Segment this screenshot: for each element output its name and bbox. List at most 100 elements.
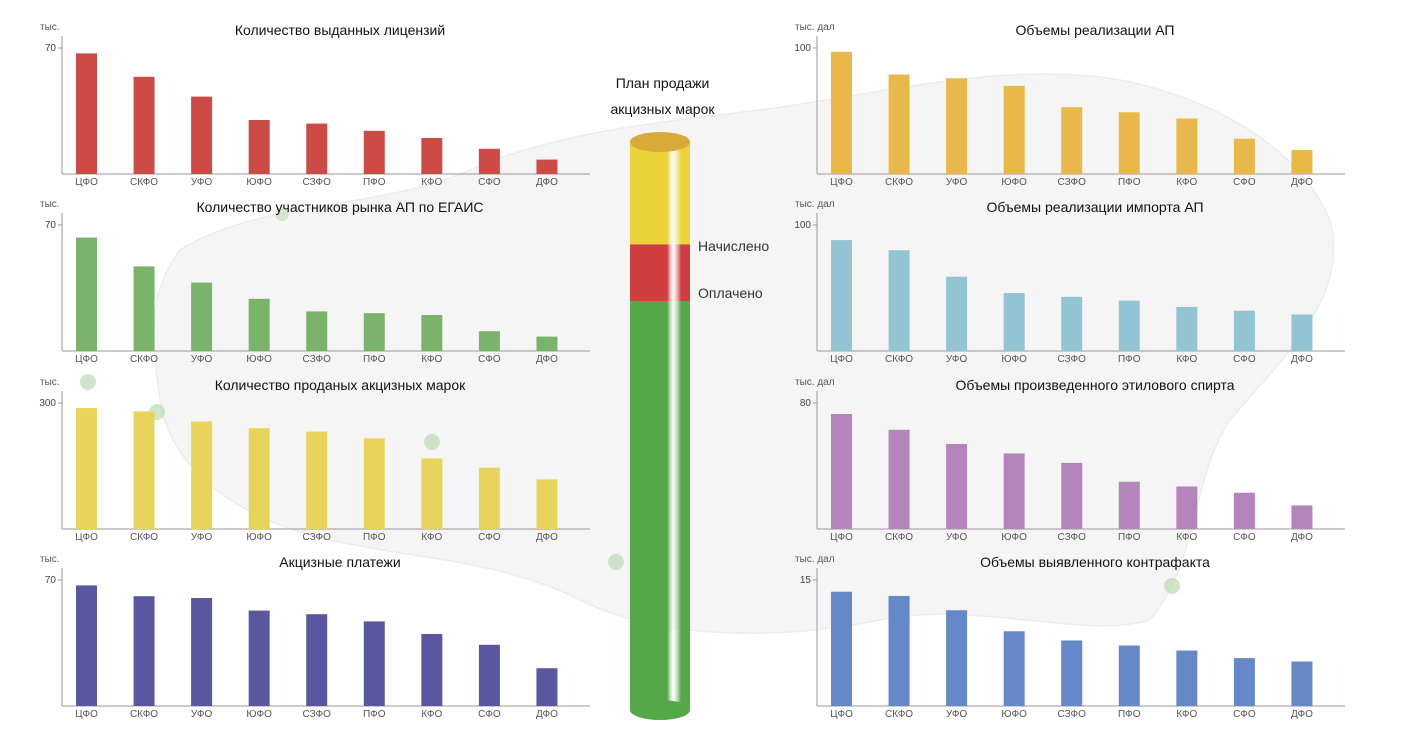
- x-tick-label: СФО: [478, 709, 501, 720]
- x-tick-label: ЦФО: [75, 177, 98, 188]
- cylinder-paid-segment: [630, 301, 690, 710]
- y-tick-label: 70: [45, 220, 57, 231]
- x-tick-label: СФО: [1233, 709, 1256, 720]
- paid-label: Оплачено: [698, 285, 763, 302]
- excise-payments-chart-plot: 70 ЦФО СКФО УФО ЮФО СЗФО ПФО КФО СФО ДФО: [45, 568, 590, 720]
- x-tick-label: УФО: [191, 177, 213, 188]
- x-tick-label: СЗФО: [303, 532, 332, 543]
- cylinder-bottom-cap: [630, 700, 690, 720]
- x-tick-label: ДФО: [1291, 354, 1313, 365]
- x-tick-label: КФО: [1176, 177, 1197, 188]
- bar: [1176, 650, 1198, 706]
- chart-unit: тыс.: [40, 22, 60, 33]
- x-tick-label: ЮФО: [1001, 177, 1027, 188]
- map-marker: [424, 434, 440, 450]
- sales-plan-cylinder: План продажи акцизных марок Начислено Оп…: [590, 70, 790, 730]
- bar: [536, 159, 558, 174]
- x-tick-label: ЮФО: [1001, 532, 1027, 543]
- chart-unit: тыс. дал: [795, 22, 835, 33]
- x-tick-label: ДФО: [536, 709, 558, 720]
- bar: [248, 428, 270, 529]
- x-tick-label: СФО: [478, 354, 501, 365]
- cylinder-top-cap: [630, 132, 690, 152]
- x-tick-label: ПФО: [1118, 532, 1141, 543]
- bar: [888, 595, 910, 706]
- bar: [248, 610, 270, 706]
- bar: [76, 408, 97, 529]
- x-tick-label: ПФО: [1118, 354, 1141, 365]
- x-tick-label: КФО: [1176, 532, 1197, 543]
- licenses-chart-plot: 70 ЦФО СКФО УФО ЮФО СЗФО ПФО КФО СФО ДФО: [45, 36, 590, 188]
- bar: [1118, 300, 1140, 351]
- x-tick-label: ДФО: [1291, 709, 1313, 720]
- bar: [363, 130, 385, 174]
- x-tick-label: ПФО: [1118, 177, 1141, 188]
- x-tick-label: СЗФО: [1058, 177, 1087, 188]
- x-tick-label: ЦФО: [830, 532, 853, 543]
- bar: [1003, 631, 1025, 706]
- x-tick-label: СКФО: [885, 532, 913, 543]
- x-tick-label: ДФО: [1291, 532, 1313, 543]
- market-participants-chart-plot: 70 ЦФО СКФО УФО ЮФО СЗФО ПФО КФО СФО ДФО: [45, 213, 590, 365]
- bar: [1176, 486, 1198, 529]
- x-tick-label: ЦФО: [830, 354, 853, 365]
- bar: [478, 331, 500, 351]
- bar: [1061, 296, 1083, 351]
- x-tick-label: КФО: [421, 177, 442, 188]
- map-marker: [80, 374, 96, 390]
- x-tick-label: ЦФО: [75, 354, 98, 365]
- bar: [1176, 306, 1198, 351]
- map-marker: [275, 207, 289, 221]
- chart-title: Объемы реализации импорта АП: [986, 199, 1204, 215]
- chart-title: Объемы выявленного контрафакта: [980, 554, 1210, 570]
- x-tick-label: ЦФО: [75, 532, 98, 543]
- cylinder-title-line1: План продажи: [615, 75, 710, 91]
- x-tick-label: УФО: [191, 709, 213, 720]
- bar: [478, 467, 500, 529]
- market-participants-chart: 70 ЦФО СКФО УФО ЮФО СЗФО ПФО КФО СФО ДФО тыс. Кол…: [40, 199, 600, 375]
- bar: [133, 411, 155, 529]
- x-tick-label: КФО: [421, 709, 442, 720]
- bar: [363, 313, 385, 351]
- chart-unit: тыс. дал: [795, 554, 835, 565]
- y-tick-label: 80: [800, 398, 812, 409]
- chart-unit: тыс.: [40, 199, 60, 210]
- x-tick-label: ЮФО: [246, 177, 272, 188]
- x-tick-label: СФО: [1233, 354, 1256, 365]
- x-tick-label: СЗФО: [303, 709, 332, 720]
- bar: [478, 148, 500, 174]
- x-tick-label: УФО: [191, 532, 213, 543]
- x-tick-label: ПФО: [1118, 709, 1141, 720]
- x-tick-label: СКФО: [130, 532, 158, 543]
- bar: [1003, 85, 1025, 174]
- bar: [133, 76, 155, 174]
- x-tick-label: ДФО: [536, 354, 558, 365]
- x-tick-label: ПФО: [363, 177, 386, 188]
- cylinder-plan-segment: [630, 142, 690, 245]
- bar: [1233, 138, 1255, 174]
- x-tick-label: СФО: [478, 532, 501, 543]
- x-tick-label: ЮФО: [246, 354, 272, 365]
- bar: [191, 282, 213, 351]
- bar: [888, 429, 910, 529]
- sales-volume-chart-plot: 100 ЦФО СКФО УФО ЮФО СЗФО ПФО КФО СФО ДФО: [794, 36, 1345, 188]
- bar: [306, 311, 328, 351]
- bar: [421, 138, 443, 174]
- chart-unit: тыс. дал: [795, 377, 835, 388]
- y-tick-label: 70: [45, 43, 57, 54]
- import-sales-chart: 100 ЦФО СКФО УФО ЮФО СЗФО ПФО КФО СФО ДФО тыс. да…: [794, 199, 1355, 375]
- x-tick-label: СЗФО: [1058, 532, 1087, 543]
- x-tick-label: СКФО: [885, 177, 913, 188]
- chart-title: Акцизные платежи: [279, 554, 401, 570]
- x-tick-label: СФО: [478, 177, 501, 188]
- x-tick-label: СЗФО: [1058, 354, 1087, 365]
- bar: [133, 266, 155, 351]
- x-tick-label: СЗФО: [303, 354, 332, 365]
- x-tick-label: КФО: [1176, 354, 1197, 365]
- ethyl-alcohol-chart-plot: 80 ЦФО СКФО УФО ЮФО СЗФО ПФО КФО СФО ДФО: [800, 391, 1345, 543]
- x-tick-label: ЮФО: [1001, 709, 1027, 720]
- chart-title: Количество проданых акцизных марок: [214, 377, 466, 393]
- x-tick-label: УФО: [946, 709, 968, 720]
- cylinder-title-line2: акцизных марок: [610, 101, 715, 117]
- x-tick-label: ДФО: [536, 532, 558, 543]
